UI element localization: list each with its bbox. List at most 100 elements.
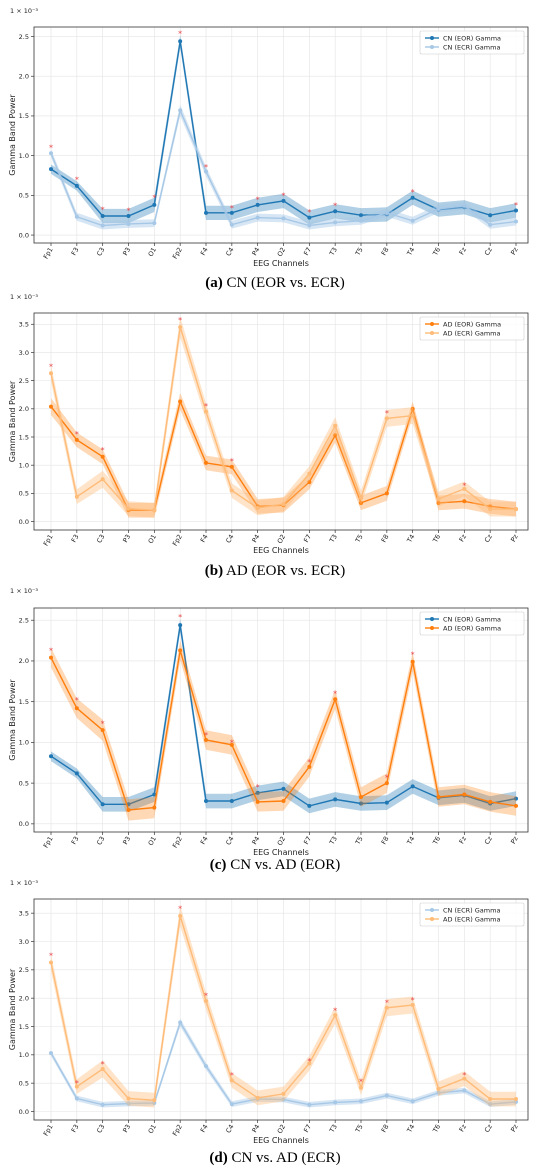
- data-point: [384, 1005, 389, 1010]
- x-tick-label: F8: [380, 246, 391, 257]
- data-point: [384, 210, 389, 215]
- significance-marker: *: [514, 201, 518, 210]
- panel-caption-letter: (c): [210, 857, 227, 873]
- data-point: [204, 799, 208, 804]
- significance-marker: *: [462, 1071, 466, 1080]
- x-tick-label: C4: [224, 533, 235, 545]
- x-tick-label: Fz: [458, 1122, 469, 1133]
- y-tick-label: 1.0: [19, 461, 29, 469]
- x-tick-label: Pz: [509, 246, 520, 257]
- data-point: [333, 1013, 338, 1018]
- data-point: [333, 423, 338, 428]
- data-point: [100, 223, 105, 228]
- data-point: [100, 728, 105, 733]
- x-tick-label: Cz: [483, 1122, 494, 1133]
- x-axis-label: EEG Channels: [253, 1136, 309, 1145]
- data-point: [126, 1096, 131, 1101]
- data-point: [333, 697, 338, 702]
- plot-frame: [33, 607, 529, 833]
- significance-marker: *: [75, 175, 79, 184]
- legend-marker: [430, 908, 434, 912]
- significance-marker: *: [359, 1077, 363, 1086]
- y-tick-label: 0.0: [19, 1108, 29, 1116]
- x-tick-label: F8: [380, 1123, 391, 1134]
- data-point: [49, 655, 53, 660]
- data-point: [410, 413, 415, 418]
- x-tick-label: Fp2: [171, 835, 184, 849]
- data-point: [178, 399, 183, 404]
- data-point: [410, 784, 415, 789]
- data-point: [255, 790, 260, 795]
- significance-marker: *: [101, 720, 105, 729]
- x-tick-label: O1: [147, 246, 159, 258]
- data-point: [100, 477, 105, 482]
- x-tick-label: C3: [95, 1123, 106, 1135]
- x-tick-label: F7: [302, 835, 313, 846]
- data-point: [178, 1020, 183, 1025]
- x-tick-label: C3: [95, 533, 106, 545]
- data-point: [152, 202, 157, 207]
- y-tick-label: 1.5: [19, 698, 29, 706]
- x-tick-label: Fp2: [171, 246, 184, 260]
- data-point: [488, 213, 493, 218]
- data-point: [333, 797, 338, 802]
- data-point: [462, 1076, 467, 1081]
- x-tick-label: O2: [276, 246, 288, 258]
- data-point: [204, 460, 208, 465]
- data-point: [178, 108, 183, 113]
- data-point: [74, 706, 79, 711]
- significance-marker: *: [256, 195, 260, 204]
- y-axis-label: Gamma Band Power: [8, 94, 17, 176]
- y-tick-label: 2.5: [19, 33, 29, 41]
- data-point: [488, 1102, 493, 1107]
- data-point: [462, 792, 467, 797]
- data-point: [229, 488, 234, 493]
- legend-marker: [430, 322, 434, 326]
- data-point: [384, 781, 389, 786]
- x-tick-label: Fp2: [171, 533, 184, 547]
- data-point: [436, 497, 441, 501]
- data-point: [100, 1102, 105, 1107]
- x-tick-label: P4: [250, 533, 261, 544]
- legend-entry: CN (ECR) Gamma: [443, 43, 500, 51]
- data-point: [74, 1096, 79, 1101]
- data-point: [307, 471, 312, 476]
- x-tick-label: F8: [380, 835, 391, 846]
- data-point: [126, 214, 131, 218]
- significance-marker: *: [333, 202, 337, 211]
- y-tick-label: 2.0: [19, 73, 29, 81]
- panel-caption-letter: (a): [205, 275, 223, 291]
- data-point: [462, 486, 467, 491]
- data-point: [359, 794, 363, 799]
- significance-marker: *: [307, 208, 311, 217]
- data-point: [49, 371, 53, 376]
- data-point: [514, 1097, 518, 1102]
- x-tick-label: Cz: [483, 245, 494, 256]
- significance-marker: *: [204, 731, 208, 740]
- x-tick-label: F7: [302, 246, 313, 257]
- x-tick-label: Fp2: [171, 1123, 184, 1137]
- significance-marker: *: [178, 29, 182, 38]
- data-point: [178, 914, 183, 918]
- series-band-0: [51, 34, 516, 225]
- data-point: [333, 220, 338, 225]
- y-tick-label: 1.0: [19, 1051, 29, 1059]
- legend-entry: CN (EOR) Gamma: [443, 34, 501, 42]
- series-band-1: [51, 640, 516, 821]
- legend-marker: [430, 45, 434, 49]
- x-tick-label: P3: [121, 835, 132, 846]
- y-tick-label: 1.0: [19, 152, 29, 160]
- x-tick-label: F3: [70, 835, 81, 846]
- x-tick-label: Pz: [509, 1123, 520, 1134]
- data-point: [359, 213, 363, 218]
- significance-marker: *: [204, 402, 208, 411]
- data-point: [49, 167, 53, 172]
- exponent-label: 1 × 10⁻³: [10, 293, 38, 301]
- x-tick-label: Fz: [458, 245, 469, 256]
- significance-marker: *: [49, 363, 53, 372]
- significance-marker: *: [49, 144, 53, 153]
- data-point: [100, 1067, 105, 1071]
- data-point: [229, 742, 234, 747]
- significance-marker: *: [204, 163, 208, 172]
